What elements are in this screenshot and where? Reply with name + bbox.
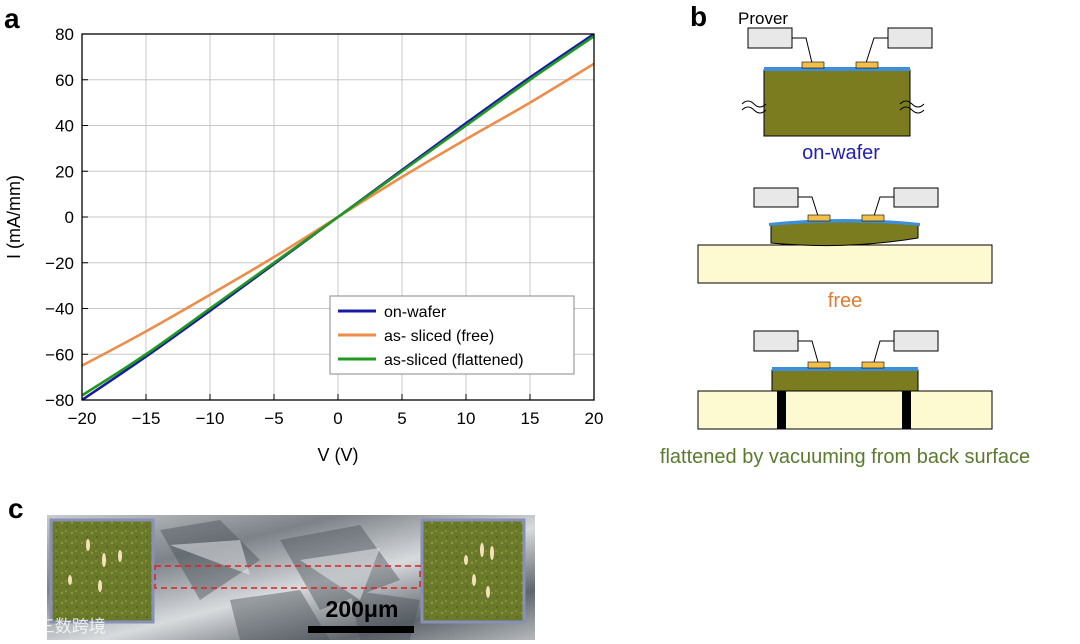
diagram-flattened: flattened by vacuuming from back surface — [660, 330, 1030, 468]
y-tick-label: 60 — [55, 71, 74, 90]
substrate-free — [770, 220, 919, 247]
x-tick-label: −5 — [264, 409, 283, 428]
y-tick-label: −20 — [45, 254, 74, 273]
caption-flattened: flattened by vacuuming from back surface — [660, 446, 1030, 468]
scale-bar-label: 200μm — [326, 596, 399, 622]
y-tick-label: −60 — [45, 345, 74, 364]
micrograph: 200μm ©© 三数跨境 — [8, 515, 535, 640]
contact-right — [861, 361, 885, 369]
y-tick-label: −40 — [45, 300, 74, 319]
y-axis-label: I (mA/mm) — [4, 175, 24, 259]
substrate-flattened — [771, 369, 919, 392]
probe-needle-left — [798, 340, 819, 363]
pad-right — [420, 518, 526, 624]
contact-right — [855, 61, 879, 69]
contact-left — [807, 361, 831, 369]
x-tick-label: 15 — [521, 409, 540, 428]
x-tick-label: −20 — [68, 409, 97, 428]
substrate-on-wafer — [763, 69, 911, 137]
y-tick-label: 40 — [55, 117, 74, 136]
watermark: ©© 三数跨境 — [8, 617, 106, 636]
x-tick-label: 5 — [397, 409, 406, 428]
panel-label-a: a — [4, 3, 20, 34]
y-tick-label: 0 — [65, 208, 74, 227]
probe-left — [753, 187, 799, 208]
vacuum-hole-right — [902, 391, 911, 429]
legend-label-flattened: as-sliced (flattened) — [384, 352, 524, 369]
probe-needle-right — [865, 37, 888, 64]
probe-right — [887, 27, 933, 49]
probe-right — [893, 187, 939, 208]
diagram-panel: Prover on-wafer free — [660, 9, 1030, 468]
probe-needle-left — [792, 37, 813, 64]
contact-left — [801, 61, 825, 69]
caption-free: free — [828, 290, 862, 312]
x-tick-label: 20 — [585, 409, 604, 428]
legend-label-on-wafer: on-wafer — [384, 304, 447, 321]
panel-label-c: c — [8, 493, 24, 524]
x-axis-label: V (V) — [317, 445, 358, 465]
x-axis-ticks: −20 −15 −10 −5 0 5 10 15 20 — [68, 394, 604, 428]
legend-label-free: as- sliced (free) — [384, 328, 494, 345]
probe-left — [753, 330, 799, 352]
break-mark-right — [899, 100, 925, 114]
probe-needle-right — [873, 340, 894, 363]
vacuum-hole-left — [777, 391, 786, 429]
contact-right — [861, 214, 885, 222]
y-tick-label: −80 — [45, 391, 74, 410]
measurement-region — [154, 565, 421, 589]
blue-layer-on-wafer — [764, 67, 910, 71]
probe-needle-right — [873, 196, 894, 217]
x-tick-label: −10 — [196, 409, 225, 428]
y-tick-label: 80 — [55, 25, 74, 44]
y-axis-ticks: −80 −60 −40 −20 0 20 40 60 80 — [45, 25, 88, 410]
probe-right — [893, 330, 939, 352]
caption-on-wafer: on-wafer — [802, 142, 880, 164]
panel-label-b: b — [690, 1, 707, 32]
diagram-on-wafer: Prover on-wafer — [738, 9, 933, 164]
blue-layer-flattened — [772, 367, 918, 371]
probe-needle-left — [798, 196, 819, 217]
scale-bar — [308, 626, 414, 633]
x-tick-label: 0 — [333, 409, 342, 428]
series-line-as-sliced-flattened- — [82, 35, 594, 397]
probe-marks-left — [68, 539, 122, 592]
data-series — [82, 34, 594, 400]
stage-flattened — [697, 390, 993, 430]
contact-left — [807, 214, 831, 222]
prover-label: Prover — [738, 9, 788, 28]
micrograph-highlight — [170, 540, 380, 600]
pad-left — [49, 518, 155, 624]
iv-chart: −20 −15 −10 −5 0 5 10 15 20 −80 −60 −40 −20 0 20 40 60 8… — [4, 25, 603, 465]
legend: on-wafer as- sliced (free) as-sliced (fl… — [329, 295, 575, 375]
x-tick-label: 10 — [457, 409, 476, 428]
break-mark-left — [741, 100, 767, 114]
x-tick-label: −15 — [132, 409, 161, 428]
probe-marks-right — [464, 543, 494, 598]
probe-left — [747, 27, 793, 49]
y-tick-label: 20 — [55, 162, 74, 181]
diagram-free: free — [697, 187, 993, 312]
stage-free — [697, 244, 993, 284]
